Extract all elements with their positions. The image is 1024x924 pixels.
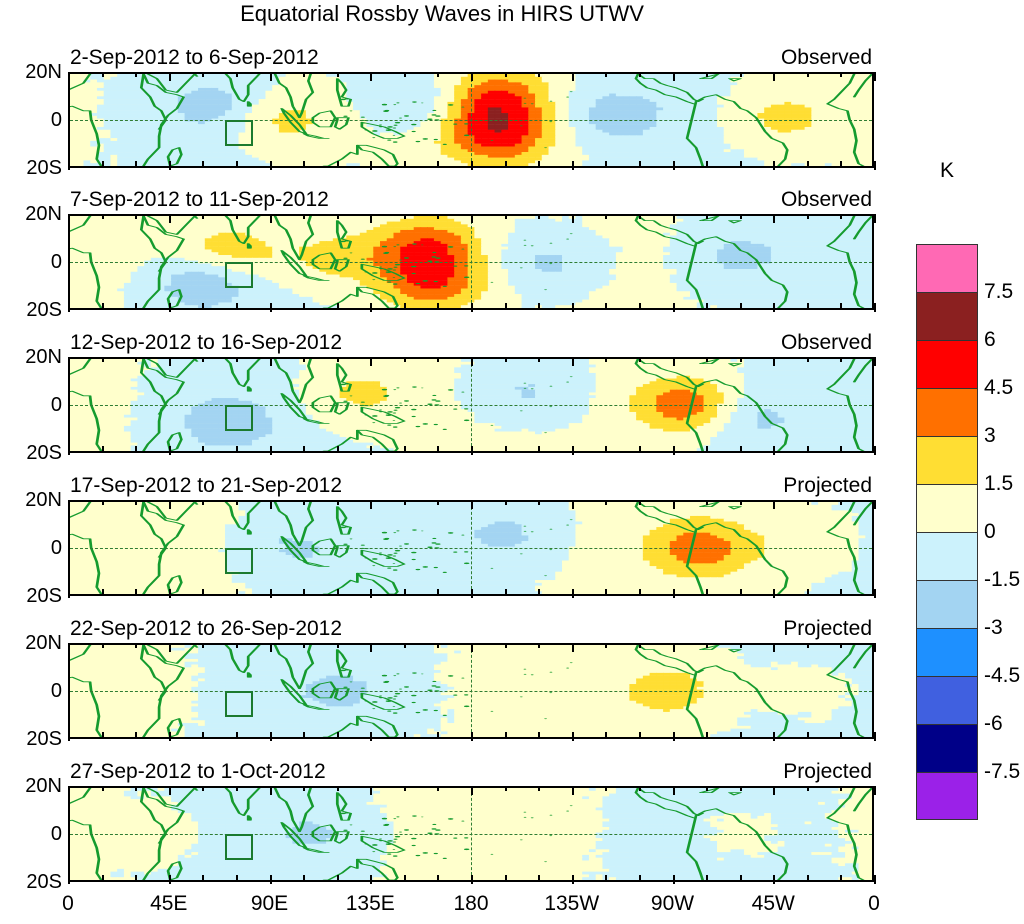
colorbar-swatch xyxy=(916,676,978,724)
panel-title-4: 17-Sep-2012 to 21-Sep-2012 xyxy=(70,475,342,497)
map-panel-5[interactable] xyxy=(68,643,874,739)
colorbar-swatch xyxy=(916,532,978,580)
y-tick-label: 20N xyxy=(0,204,62,224)
y-tick-label: 20N xyxy=(0,62,62,82)
map-panel-3[interactable] xyxy=(68,357,874,453)
y-tick-label: 20S xyxy=(0,300,62,320)
colorbar-swatch xyxy=(916,580,978,628)
axis-ticks xyxy=(68,357,876,372)
colorbar-tick-label: 4.5 xyxy=(984,377,1013,399)
reference-box-marker xyxy=(224,834,253,860)
colorbar-swatch xyxy=(916,388,978,436)
colorbar-swatch xyxy=(916,436,978,484)
anomaly-field xyxy=(70,74,872,166)
x-tick-label: 90W xyxy=(651,892,694,916)
y-tick-label: 0 xyxy=(0,681,62,701)
axis-ticks xyxy=(68,732,876,741)
panel-status-3: Observed xyxy=(781,332,872,354)
colorbar xyxy=(916,244,978,820)
colorbar-tick-label: -7.5 xyxy=(984,761,1020,783)
anomaly-field xyxy=(70,359,872,451)
x-tick-label: 90E xyxy=(251,892,288,916)
colorbar-swatch xyxy=(916,724,978,772)
axis-ticks xyxy=(68,72,876,87)
dateline-marker xyxy=(471,74,472,166)
y-tick-label: 20N xyxy=(0,490,62,510)
axis-ticks xyxy=(68,875,876,884)
x-tick-label: 0 xyxy=(868,892,880,916)
y-tick-label: 20S xyxy=(0,586,62,606)
y-tick-label: 20N xyxy=(0,776,62,796)
y-tick-label: 0 xyxy=(0,824,62,844)
colorbar-tick-label: 1.5 xyxy=(984,473,1013,495)
panel-status-5: Projected xyxy=(783,618,872,640)
y-tick-label: 20N xyxy=(0,633,62,653)
map-panel-1[interactable] xyxy=(68,72,874,168)
colorbar-swatch xyxy=(916,484,978,532)
y-tick-label: 0 xyxy=(0,395,62,415)
colorbar-tick-label: -3 xyxy=(984,617,1003,639)
colorbar-swatch xyxy=(916,340,978,388)
colorbar-swatch xyxy=(916,772,978,820)
panel-title-2: 7-Sep-2012 to 11-Sep-2012 xyxy=(70,189,329,211)
y-tick-label: 20S xyxy=(0,443,62,463)
axis-ticks xyxy=(68,500,876,515)
y-tick-label: 20S xyxy=(0,872,62,892)
axis-ticks xyxy=(68,446,876,455)
x-tick-label: 135W xyxy=(544,892,599,916)
axis-ticks xyxy=(68,303,876,312)
colorbar-tick-label: -6 xyxy=(984,713,1003,735)
axis-ticks xyxy=(68,589,876,598)
colorbar-tick-label: -4.5 xyxy=(984,665,1020,687)
x-tick-label: 135E xyxy=(346,892,395,916)
anomaly-field xyxy=(70,502,872,594)
panel-title-5: 22-Sep-2012 to 26-Sep-2012 xyxy=(70,618,342,640)
y-tick-label: 0 xyxy=(0,538,62,558)
reference-box-marker xyxy=(224,548,253,574)
colorbar-tick-label: 0 xyxy=(984,521,996,543)
map-panel-6[interactable] xyxy=(68,786,874,882)
axis-ticks xyxy=(68,214,876,229)
y-tick-label: 20S xyxy=(0,158,62,178)
x-axis: 0 45E 90E 135E 180 135W 90W 45W 0 xyxy=(0,892,1024,922)
map-panel-4[interactable] xyxy=(68,500,874,596)
x-tick-label: 45E xyxy=(150,892,187,916)
colorbar-tick-label: 7.5 xyxy=(984,281,1013,303)
y-tick-label: 0 xyxy=(0,110,62,130)
dateline-marker xyxy=(471,645,472,737)
dateline-marker xyxy=(471,359,472,451)
colorbar-tick-label: -1.5 xyxy=(984,569,1020,591)
y-tick-label: 0 xyxy=(0,252,62,272)
reference-box-marker xyxy=(224,405,253,431)
dateline-marker xyxy=(471,788,472,880)
dateline-marker xyxy=(471,216,472,308)
panel-title-6: 27-Sep-2012 to 1-Oct-2012 xyxy=(70,761,326,783)
panel-status-4: Projected xyxy=(783,475,872,497)
colorbar-swatch xyxy=(916,292,978,340)
colorbar-tick-label: 6 xyxy=(984,329,996,351)
reference-box-marker xyxy=(224,120,253,146)
panel-status-2: Observed xyxy=(781,189,872,211)
x-tick-label: 180 xyxy=(453,892,488,916)
axis-ticks xyxy=(68,643,876,658)
dateline-marker xyxy=(471,502,472,594)
y-tick-label: 20N xyxy=(0,347,62,367)
y-tick-label: 20S xyxy=(0,729,62,749)
panel-title-3: 12-Sep-2012 to 16-Sep-2012 xyxy=(70,332,342,354)
axis-ticks xyxy=(68,161,876,170)
figure-title: Equatorial Rossby Waves in HIRS UTWV xyxy=(0,0,884,28)
x-tick-label: 45W xyxy=(752,892,795,916)
map-panel-2[interactable] xyxy=(68,214,874,310)
colorbar-swatch xyxy=(916,628,978,676)
colorbar-unit: K xyxy=(916,160,978,182)
x-tick-label: 0 xyxy=(62,892,74,916)
colorbar-swatch xyxy=(916,244,978,292)
colorbar-tick-label: 3 xyxy=(984,425,996,447)
panel-title-1: 2-Sep-2012 to 6-Sep-2012 xyxy=(70,47,319,69)
reference-box-marker xyxy=(224,691,253,717)
panel-status-6: Projected xyxy=(783,761,872,783)
panel-status-1: Observed xyxy=(781,47,872,69)
reference-box-marker xyxy=(224,262,253,288)
axis-ticks xyxy=(68,786,876,801)
